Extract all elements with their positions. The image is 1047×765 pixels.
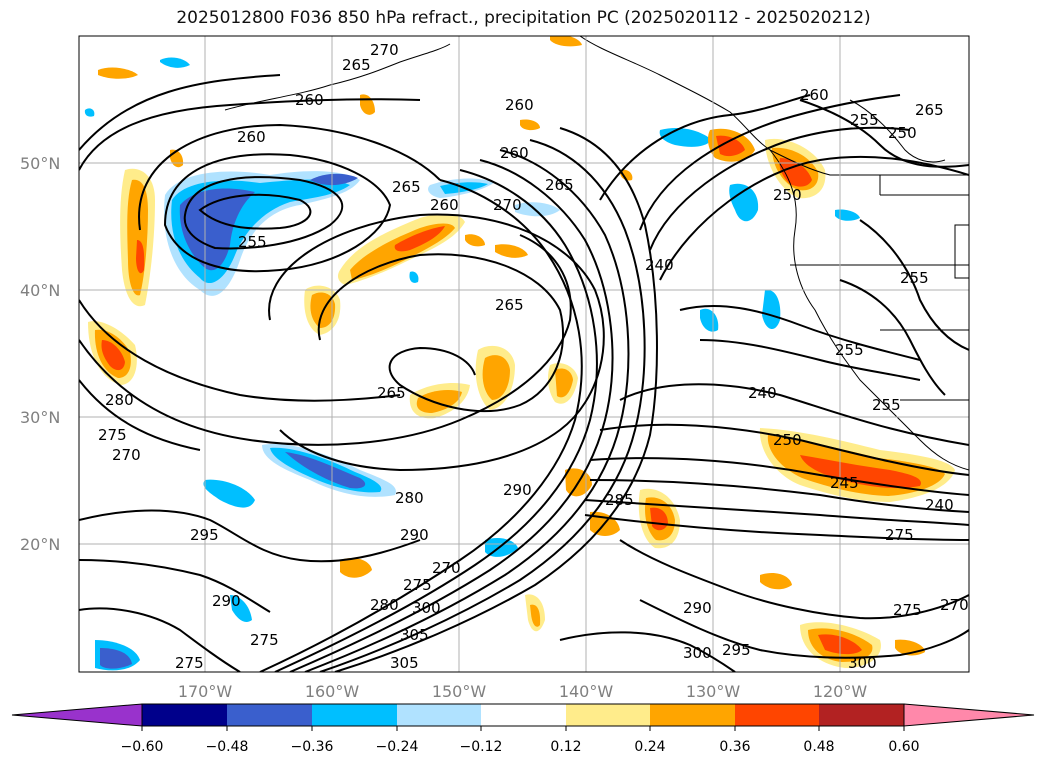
contour-label: 260 — [295, 91, 324, 109]
colorbar-bin — [142, 704, 227, 726]
contour-label: 295 — [722, 641, 751, 659]
contour-label: 275 — [403, 576, 432, 594]
colorbar-bin — [735, 704, 819, 726]
lat-label-40n: 40°N — [20, 281, 60, 300]
lat-label-20n: 20°N — [20, 535, 60, 554]
contour-label: 290 — [503, 481, 532, 499]
contour-label: 290 — [212, 592, 241, 610]
contour-label: 305 — [390, 654, 419, 672]
contour-label: 255 — [872, 396, 901, 414]
contour-label: 275 — [885, 526, 914, 544]
contour-label: 275 — [893, 601, 922, 619]
lon-label-140w: 140°W — [559, 682, 614, 701]
contour-label: 255 — [238, 233, 267, 251]
coastlines — [224, 36, 969, 471]
map-title: 2025012800 F036 850 hPa refract., precip… — [176, 8, 871, 28]
longitude-labels: 170°W 160°W 150°W 140°W 130°W 120°W — [178, 682, 868, 701]
refractivity-contours — [79, 74, 969, 672]
lon-label-170w: 170°W — [178, 682, 233, 701]
colorbar-tick: 0.48 — [803, 739, 834, 755]
contour-label: 255 — [850, 111, 879, 129]
colorbar-tick: −0.24 — [376, 739, 419, 755]
contour-label: 260 — [800, 86, 829, 104]
contour-label: 240 — [925, 496, 954, 514]
contour-label: 245 — [830, 474, 859, 492]
contour-label: 290 — [400, 526, 429, 544]
contour-label: 305 — [400, 626, 429, 644]
lat-label-30n: 30°N — [20, 408, 60, 427]
colorbar-bin — [227, 704, 312, 726]
colorbar-tick: −0.48 — [206, 739, 249, 755]
contour-label: 290 — [683, 599, 712, 617]
lon-label-130w: 130°W — [686, 682, 741, 701]
contour-label: 275 — [98, 426, 127, 444]
contour-label: 260 — [500, 144, 529, 162]
contour-label: 255 — [900, 269, 929, 287]
contour-label: 265 — [545, 176, 574, 194]
contour-label: 270 — [370, 41, 399, 59]
contour-label: 265 — [392, 178, 421, 196]
contour-label: 260 — [237, 128, 266, 146]
colorbar: −0.60 −0.48 −0.36 −0.24 −0.12 0.12 0.24 … — [11, 703, 1035, 755]
contour-label: 270 — [493, 196, 522, 214]
colorbar-tick: −0.36 — [291, 739, 334, 755]
contour-label: 265 — [342, 56, 371, 74]
contour-labels: 270 265 260 260 260 260 255 265 260 270 … — [98, 41, 969, 672]
colorbar-bin — [397, 704, 481, 726]
colorbar-bin — [566, 704, 650, 726]
contour-label: 300 — [848, 654, 877, 672]
colorbar-bin — [650, 704, 735, 726]
colorbar-tick: −0.60 — [121, 739, 164, 755]
lon-label-120w: 120°W — [813, 682, 868, 701]
colorbar-tick: 0.36 — [719, 739, 750, 755]
contour-label: 240 — [748, 384, 777, 402]
contour-label: 285 — [605, 491, 634, 509]
map-panel: 270 265 260 260 260 260 255 265 260 270 … — [79, 36, 969, 672]
latitude-labels: 50°N 40°N 30°N 20°N — [20, 154, 60, 554]
colorbar-bin — [481, 704, 566, 726]
contour-label: 300 — [412, 599, 441, 617]
lon-label-150w: 150°W — [432, 682, 487, 701]
map-frame — [78, 35, 970, 673]
contour-label: 295 — [190, 526, 219, 544]
graticule — [79, 36, 969, 672]
contour-label: 300 — [683, 644, 712, 662]
contour-label: 265 — [915, 101, 944, 119]
contour-label: 270 — [112, 446, 141, 464]
contour-label: 260 — [505, 96, 534, 114]
contour-label: 260 — [430, 196, 459, 214]
contour-label: 275 — [175, 654, 204, 672]
contour-label: 280 — [105, 391, 134, 409]
contour-label: 250 — [773, 431, 802, 449]
colorbar-tick: 0.24 — [634, 739, 665, 755]
contour-label: 240 — [645, 256, 674, 274]
colorbar-tick: 0.12 — [550, 739, 581, 755]
colorbar-extend-low — [11, 703, 143, 727]
contour-label: 250 — [888, 124, 917, 142]
contour-label: 265 — [495, 296, 524, 314]
colorbar-bin — [312, 704, 397, 726]
contour-label: 270 — [940, 596, 969, 614]
contour-label: 280 — [395, 489, 424, 507]
colorbar-bin — [819, 704, 904, 726]
colorbar-extend-high — [903, 703, 1035, 727]
colorbar-tick: 0.60 — [888, 739, 919, 755]
colorbar-tick: −0.12 — [460, 739, 503, 755]
contour-label: 265 — [377, 384, 406, 402]
contour-label: 270 — [432, 559, 461, 577]
contour-label: 280 — [370, 596, 399, 614]
contour-label: 275 — [250, 631, 279, 649]
lat-label-50n: 50°N — [20, 154, 60, 173]
contour-label: 250 — [773, 186, 802, 204]
lon-label-160w: 160°W — [305, 682, 360, 701]
contour-label: 255 — [835, 341, 864, 359]
